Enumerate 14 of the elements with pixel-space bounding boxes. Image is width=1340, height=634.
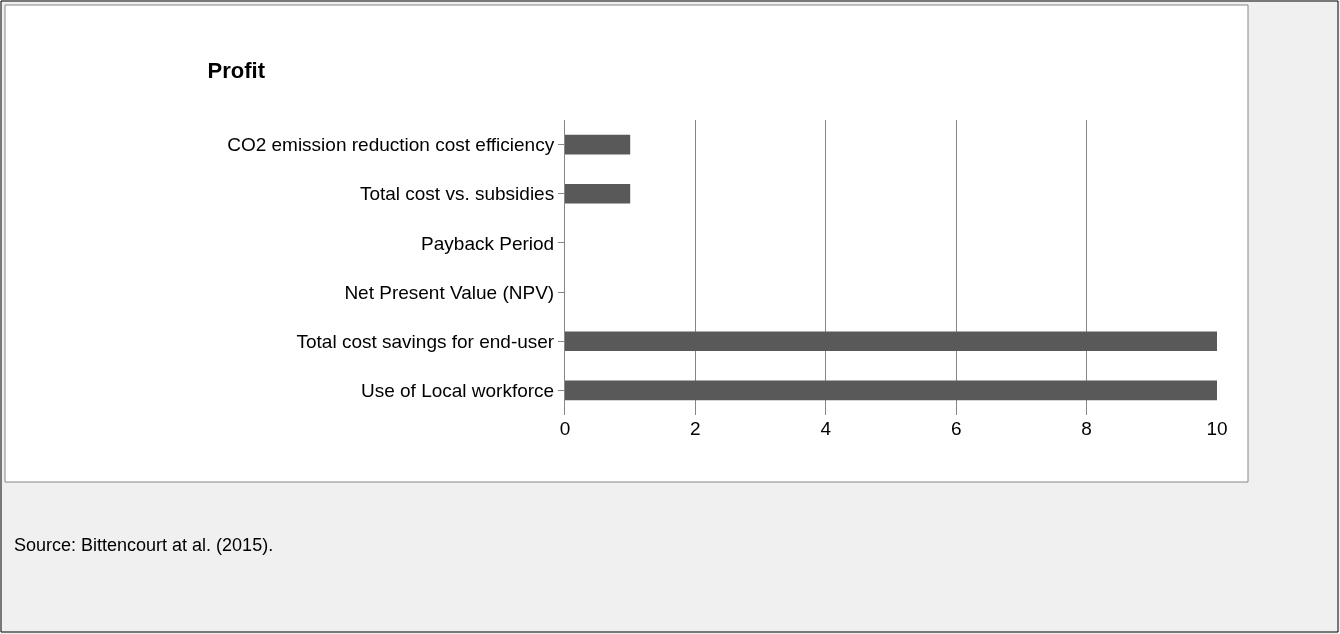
y-tick-label: Payback Period: [421, 232, 555, 254]
y-tick-label: Total cost savings for end-user: [296, 330, 555, 352]
x-tick-label: 10: [1206, 418, 1228, 439]
x-tick-label: 4: [820, 418, 832, 439]
y-tick-label: Total cost vs. subsidies: [359, 183, 555, 205]
x-tick-label: 2: [690, 418, 701, 439]
x-tick-label: 6: [950, 418, 962, 439]
x-tick-label: 0: [559, 418, 571, 439]
source-note: Source: Bittencourt at al. (2015).: [14, 535, 274, 555]
y-tick-label: Use of Local workforce: [360, 380, 555, 402]
y-tick-label: Net Present Value (NPV): [344, 281, 555, 303]
text: Profit: [207, 57, 266, 83]
y-tick-label: CO2 emission reduction cost efficiency: [227, 134, 555, 156]
x-tick-label: 8: [1081, 418, 1092, 439]
